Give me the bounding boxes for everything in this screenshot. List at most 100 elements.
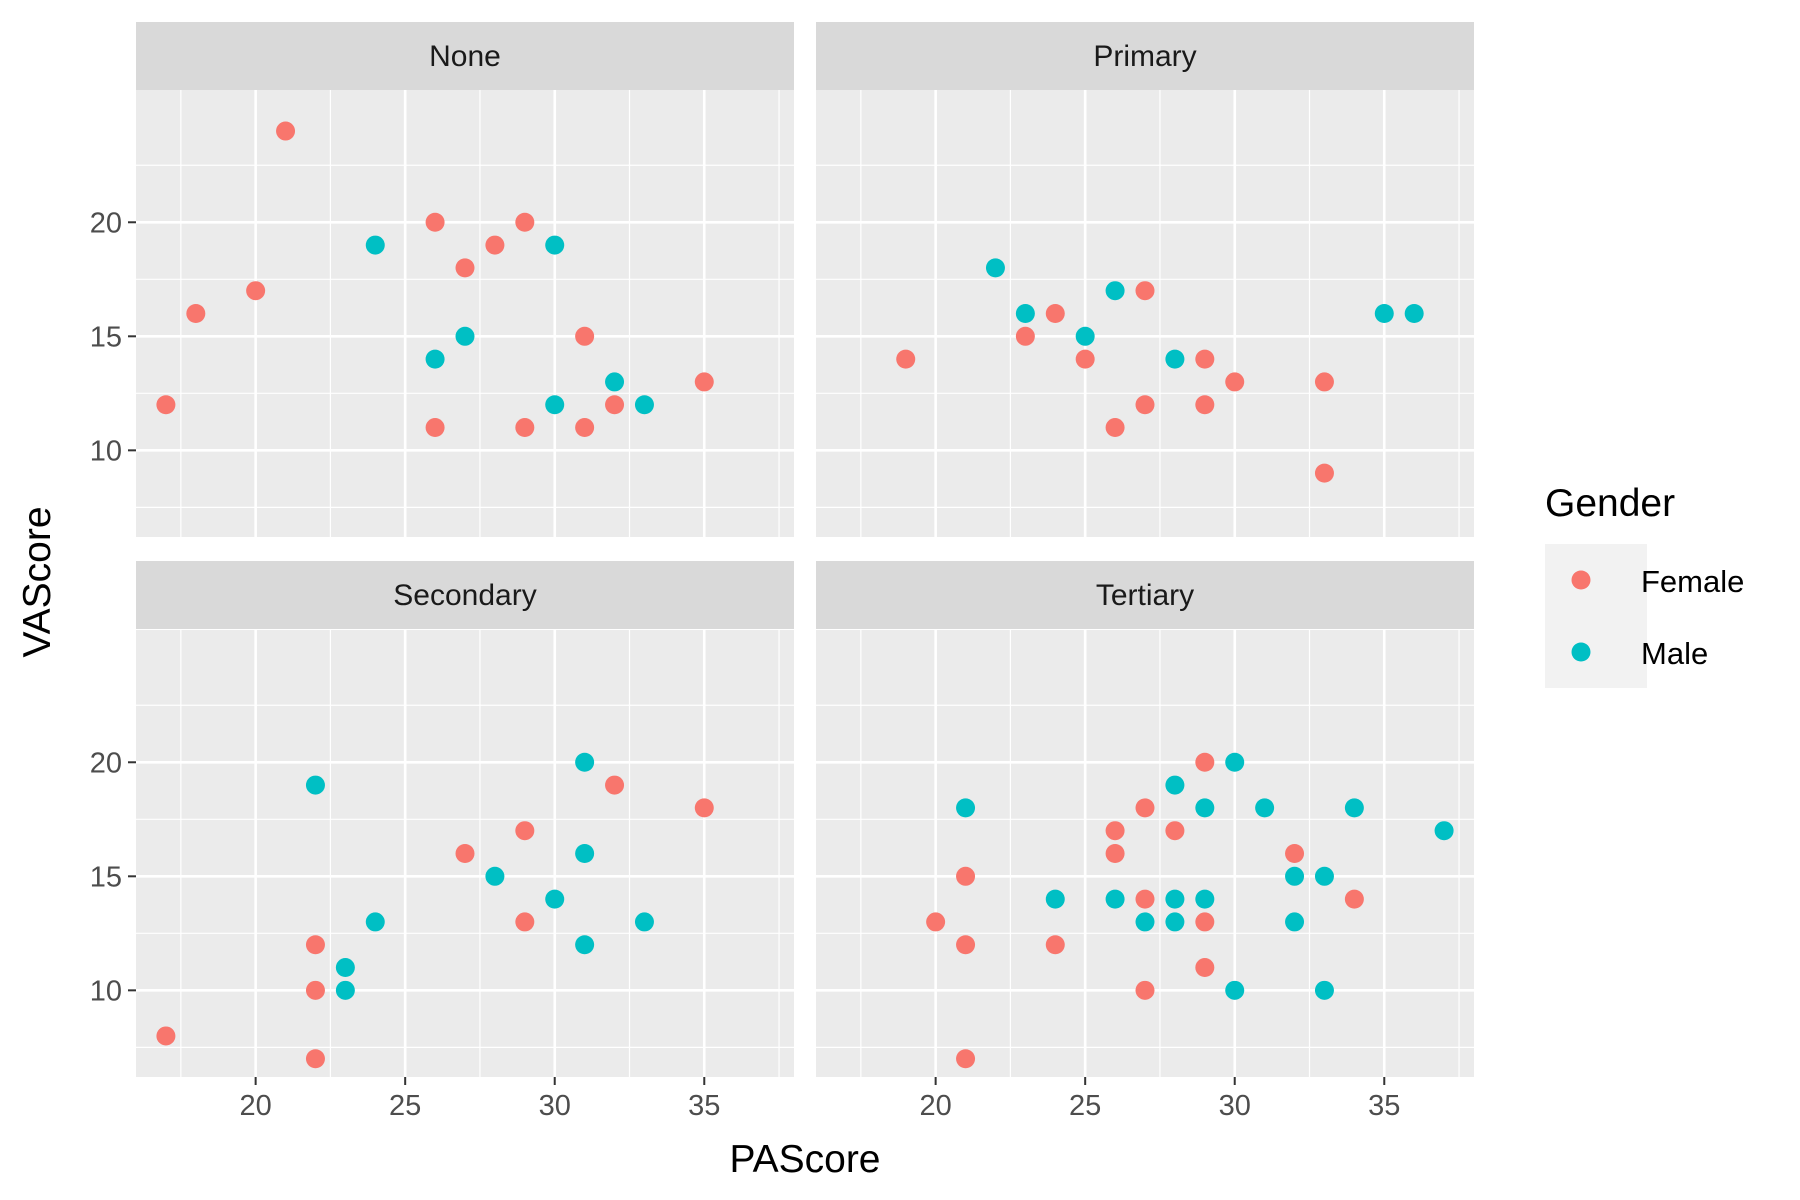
data-point-female [575, 326, 595, 346]
x-tick-label: 35 [688, 1090, 720, 1122]
data-point-female [896, 349, 916, 369]
data-point-female [575, 418, 595, 438]
data-point-female [956, 935, 976, 955]
data-point-male [1165, 912, 1185, 932]
data-point-female [694, 798, 714, 818]
y-tick-label: 20 [90, 207, 122, 239]
data-point-male [956, 798, 976, 818]
data-point-male [545, 395, 565, 415]
data-point-female [455, 844, 475, 863]
data-point-male [1285, 866, 1305, 886]
legend-label-male: Male [1641, 636, 1708, 671]
data-point-male [545, 889, 565, 909]
x-tick-label: 20 [920, 1090, 952, 1122]
data-point-female [956, 1049, 976, 1069]
x-tick-label: 25 [1069, 1090, 1101, 1122]
facet-strip-secondary [136, 561, 794, 629]
data-point-male [1045, 889, 1065, 909]
data-point-male [1015, 304, 1035, 323]
data-point-male [335, 980, 355, 1000]
data-point-male [1135, 912, 1155, 932]
data-point-female [186, 304, 206, 323]
data-point-female [694, 372, 714, 392]
data-point-female [1285, 844, 1305, 863]
data-point-female [1045, 935, 1065, 955]
data-point-male [1314, 866, 1334, 886]
data-point-male [575, 752, 595, 772]
facet-strip-primary [816, 22, 1474, 90]
legend-title: Gender [1545, 482, 1675, 525]
facet-panels: None Primary Secondary Tertiary [136, 22, 1474, 1077]
panel-background-tertiary [816, 630, 1474, 1077]
data-point-male [1165, 349, 1185, 369]
data-point-female [1135, 980, 1155, 1000]
data-point-male [1314, 980, 1334, 1000]
data-point-female [1075, 349, 1095, 369]
data-point-female [485, 235, 505, 255]
data-point-male [634, 912, 654, 932]
facet-strip-label-none: None [429, 40, 501, 73]
data-point-female [515, 418, 535, 438]
data-point-female [515, 212, 535, 232]
legend-key-bg [1545, 544, 1647, 688]
data-point-female [305, 980, 325, 1000]
y-tick-label: 10 [90, 975, 122, 1007]
data-point-female [156, 1026, 176, 1046]
data-point-female [1105, 821, 1125, 841]
data-point-female [305, 935, 325, 955]
data-point-female [1015, 326, 1035, 346]
data-point-female [1135, 395, 1155, 415]
data-point-female [926, 912, 946, 932]
y-tick-label: 15 [90, 321, 122, 353]
x-tick-label: 30 [1219, 1090, 1251, 1122]
data-point-female [1195, 349, 1215, 369]
facet-strip-tertiary [816, 561, 1474, 629]
data-point-female [1195, 395, 1215, 415]
data-point-male [985, 258, 1005, 278]
data-point-male [1404, 304, 1424, 323]
data-point-female [156, 395, 176, 415]
facet-tertiary: Tertiary [816, 561, 1474, 1077]
data-point-male [305, 775, 325, 795]
data-point-male [1285, 912, 1305, 932]
data-point-male [1165, 889, 1185, 909]
data-point-female [425, 212, 445, 232]
data-point-male [455, 326, 475, 346]
facet-primary: Primary [816, 22, 1474, 537]
data-point-female [515, 821, 535, 841]
y-axis-title: VAScore [16, 506, 59, 657]
data-point-male [1075, 326, 1095, 346]
x-tick-label: 25 [389, 1090, 421, 1122]
data-point-male [425, 349, 445, 369]
data-point-female [1165, 821, 1185, 841]
facet-strip-none [136, 22, 794, 90]
data-point-male [575, 844, 595, 863]
data-point-male [365, 912, 385, 932]
data-point-male [545, 235, 565, 255]
data-point-male [1434, 821, 1454, 841]
data-point-female [1314, 372, 1334, 392]
y-tick-label: 15 [90, 861, 122, 893]
data-point-male [1195, 889, 1215, 909]
panel-background-none [136, 90, 794, 537]
data-point-male [1225, 752, 1245, 772]
data-point-female [515, 912, 535, 932]
data-point-female [455, 258, 475, 278]
x-tick-label: 35 [1368, 1090, 1400, 1122]
data-point-female [605, 775, 625, 795]
data-point-male [365, 235, 385, 255]
legend-label-female: Female [1641, 564, 1744, 599]
data-point-female [1195, 958, 1215, 978]
data-point-male [1374, 304, 1394, 323]
data-point-female [1225, 372, 1245, 392]
data-point-male [605, 372, 625, 392]
data-point-male [1105, 889, 1125, 909]
data-point-male [335, 958, 355, 978]
legend: Gender Female Male [1545, 482, 1744, 688]
facet-strip-label-primary: Primary [1093, 40, 1196, 73]
data-point-female [1105, 844, 1125, 863]
panel-background-primary [816, 90, 1474, 537]
data-point-male [1165, 775, 1185, 795]
data-point-female [605, 395, 625, 415]
data-point-female [425, 418, 445, 438]
